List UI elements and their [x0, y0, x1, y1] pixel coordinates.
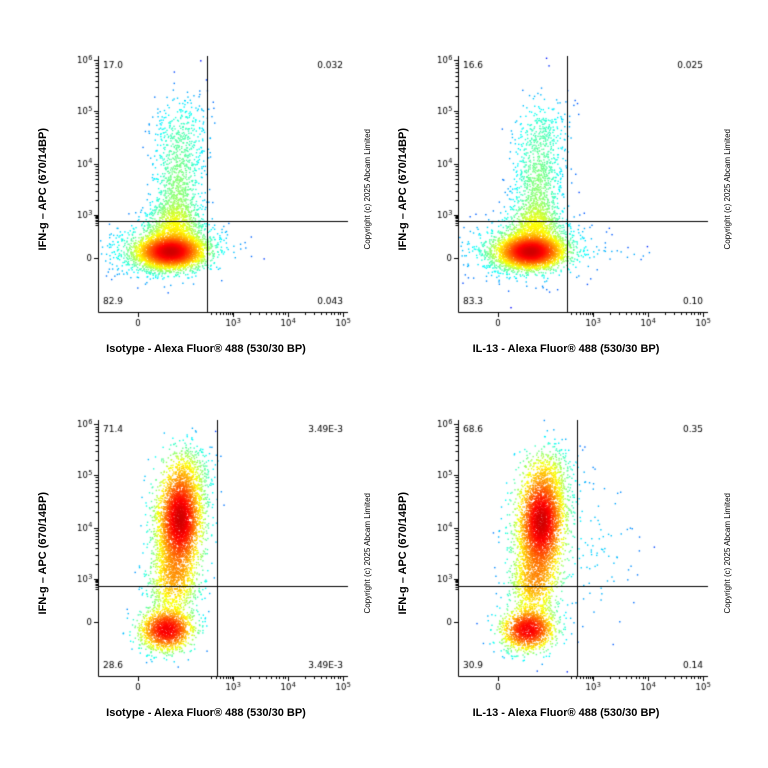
flow-plot-isotype-bottom: IFN-g – APC (670/14BP) Copyright (c) 202… [34, 406, 374, 726]
copyright-text: Copyright (c) 2025 Abcam Limited [362, 492, 372, 614]
copyright-text: Copyright (c) 2025 Abcam Limited [722, 492, 732, 614]
y-axis-title: IFN-g – APC (670/14BP) [397, 127, 409, 251]
flow-plot-isotype-top: IFN-g – APC (670/14BP) Copyright (c) 202… [34, 42, 374, 362]
x-axis-title: IL-13 - Alexa Fluor® 488 (530/30 BP) [472, 707, 660, 719]
flow-scatter-canvas [412, 406, 720, 700]
y-axis-title: IFN-g – APC (670/14BP) [37, 491, 49, 615]
copyright-text: Copyright (c) 2025 Abcam Limited [722, 128, 732, 250]
y-axis-title: IFN-g – APC (670/14BP) [37, 127, 49, 251]
flow-plot-il13-top: IFN-g – APC (670/14BP) Copyright (c) 202… [394, 42, 734, 362]
x-axis-title: Isotype - Alexa Fluor® 488 (530/30 BP) [106, 707, 306, 719]
flow-plot-il13-bottom: IFN-g – APC (670/14BP) Copyright (c) 202… [394, 406, 734, 726]
facs-figure: IFN-g – APC (670/14BP) Copyright (c) 202… [34, 42, 734, 726]
x-axis-title: IL-13 - Alexa Fluor® 488 (530/30 BP) [472, 343, 660, 355]
flow-scatter-canvas [52, 406, 360, 700]
flow-scatter-canvas [52, 42, 360, 336]
copyright-text: Copyright (c) 2025 Abcam Limited [362, 128, 372, 250]
x-axis-title: Isotype - Alexa Fluor® 488 (530/30 BP) [106, 343, 306, 355]
flow-scatter-canvas [412, 42, 720, 336]
y-axis-title: IFN-g – APC (670/14BP) [397, 491, 409, 615]
